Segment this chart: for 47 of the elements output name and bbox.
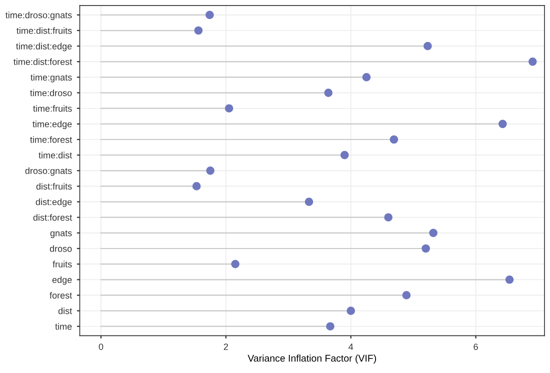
point	[194, 26, 203, 35]
y-tick-label: time:gnats	[30, 74, 72, 82]
y-tick-label: time:dist:edge	[16, 42, 72, 52]
point	[528, 57, 537, 66]
point	[340, 150, 349, 160]
y-tick-label: droso:gnats	[25, 167, 72, 176]
point	[324, 88, 333, 97]
y-tick-label: time	[55, 323, 72, 330]
point	[206, 166, 214, 175]
y-tick-label: time:droso	[30, 90, 72, 96]
point	[402, 291, 411, 300]
y-tick-label: dist:fruits	[36, 182, 72, 190]
point	[231, 260, 240, 268]
y-tick-label: dist:edge	[36, 198, 72, 207]
y-tick-label: time:forest	[30, 136, 72, 143]
point	[424, 42, 432, 50]
y-tick-label: dist:forest	[33, 214, 72, 221]
y-tick-label: fruits	[52, 260, 72, 268]
y-tick-label: time:droso:gnats	[6, 12, 72, 20]
y-tick-label: time:edge	[32, 120, 72, 130]
x-axis-title: Variance Inflation Factor (VIF)	[248, 354, 376, 364]
point	[206, 10, 214, 20]
point	[192, 182, 201, 190]
point	[326, 322, 334, 331]
point	[498, 120, 507, 128]
x-tick-label: 2	[224, 344, 228, 350]
x-tick-label: 4	[348, 344, 354, 350]
y-tick-label: forest	[50, 292, 72, 299]
point	[304, 198, 314, 206]
y-tick-label: time:fruits	[33, 105, 72, 112]
point	[362, 73, 371, 82]
y-tick-label: gnats	[50, 230, 72, 238]
point	[505, 275, 514, 284]
point	[384, 213, 392, 222]
point	[429, 228, 438, 238]
point	[390, 135, 398, 144]
y-tick-label: time:dist	[38, 152, 72, 158]
y-tick-label: time:dist:fruits	[16, 27, 72, 34]
point	[224, 104, 234, 113]
y-tick-label: dist	[58, 308, 72, 314]
y-tick-label: droso	[50, 245, 72, 252]
x-tick-label: 0	[98, 344, 104, 350]
y-tick-label: edge	[52, 276, 72, 285]
point	[422, 244, 430, 253]
y-tick-label: time:dist:forest	[14, 58, 72, 66]
x-tick-label: 6	[474, 344, 478, 350]
point	[346, 306, 356, 315]
